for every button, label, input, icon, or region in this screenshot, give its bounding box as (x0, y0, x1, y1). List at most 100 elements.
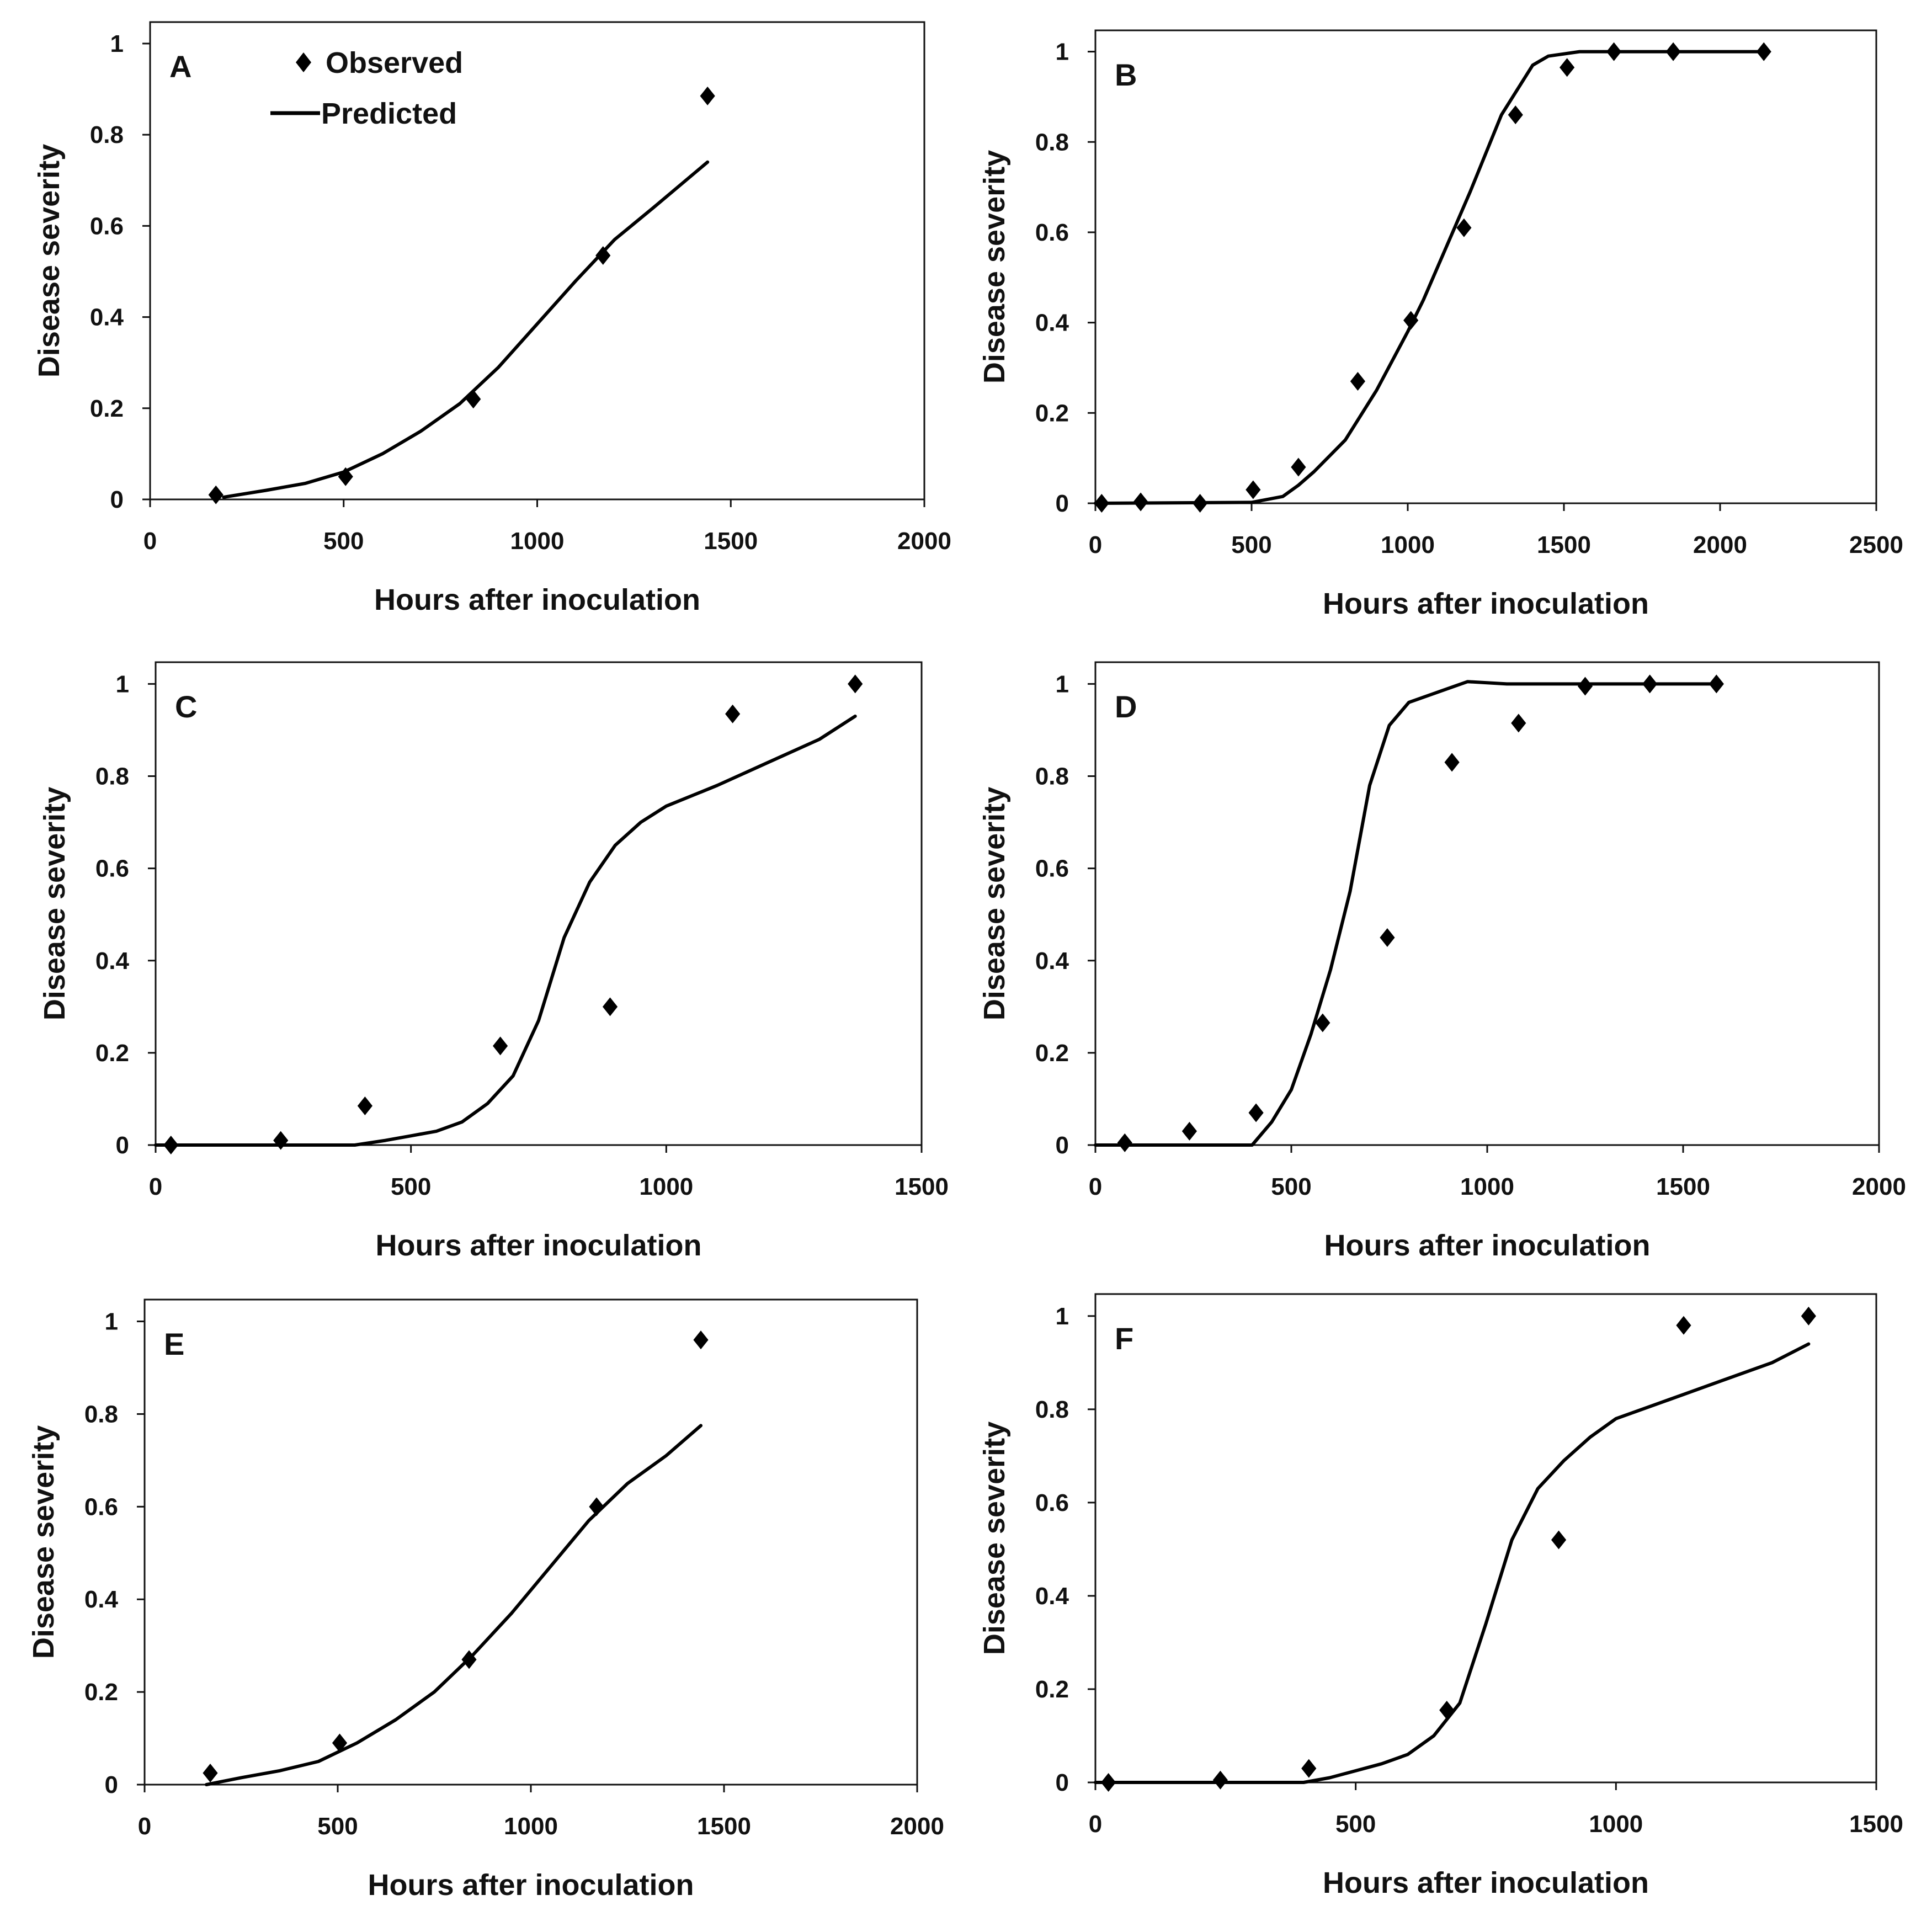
y-tick-label: 0 (105, 1771, 118, 1798)
y-tick-label: 0.6 (95, 855, 129, 882)
y-tick-label: 0.8 (90, 121, 124, 148)
y-tick-label: 0 (1056, 1132, 1069, 1159)
y-tick-label: 1 (110, 30, 124, 57)
observed-point (1350, 372, 1366, 391)
observed-point (1676, 1316, 1691, 1335)
plot-frame (1094, 661, 1880, 1146)
x-tick-label: 2000 (897, 528, 951, 555)
observed-point (1301, 1759, 1317, 1778)
panel-letter: A (169, 49, 191, 84)
y-tick-label: 0.2 (84, 1679, 118, 1706)
observed-point (1606, 42, 1622, 61)
observed-point (1508, 105, 1523, 125)
x-tick-label: 1500 (1537, 531, 1591, 558)
y-tick-label: 0.8 (1035, 1396, 1069, 1423)
observed-point (357, 1096, 372, 1115)
observed-point (1444, 753, 1460, 772)
y-tick-label: 0.6 (1035, 855, 1069, 882)
x-tick-label: 2000 (1852, 1173, 1906, 1200)
y-tick-label: 0.4 (1035, 310, 1069, 337)
x-axis-title: Hours after inoculation (1323, 587, 1649, 620)
observed-point (1380, 928, 1395, 947)
x-tick-label: 500 (1335, 1811, 1376, 1838)
x-tick-label: 0 (1089, 531, 1102, 558)
legend-diamond-icon (296, 52, 311, 72)
predicted-line (1094, 1342, 1811, 1784)
observed-point (273, 1131, 289, 1150)
observed-point (1511, 714, 1526, 733)
x-tick-label: 1500 (1849, 1811, 1903, 1838)
observed-point (602, 997, 618, 1016)
x-axis-title: Hours after inoculation (375, 1229, 701, 1262)
y-tick-label: 0.6 (1035, 219, 1069, 246)
x-tick-label: 500 (1271, 1173, 1311, 1200)
x-tick-label: 2500 (1849, 531, 1903, 558)
observed-point (1439, 1700, 1455, 1720)
x-tick-label: 1000 (504, 1813, 558, 1840)
plot-frame (1094, 29, 1877, 504)
y-tick-label: 0.4 (90, 304, 124, 331)
observed-point (461, 1650, 477, 1669)
panel-letter: B (1115, 57, 1137, 92)
y-tick-label: 0.2 (95, 1040, 129, 1067)
panel-letter: C (175, 689, 197, 724)
x-tick-label: 1000 (1460, 1173, 1514, 1200)
x-tick-label: 1500 (697, 1813, 751, 1840)
observed-point (848, 674, 863, 694)
y-tick-label: 1 (1056, 1303, 1069, 1330)
panel-d: 0 0.2 0.4 0.6 0.8 1 0 500 1000 1500 2000 Hours afte… (978, 661, 1906, 1262)
y-axis-title: Disease severity (978, 150, 1011, 384)
observed-point (1248, 1103, 1264, 1122)
y-tick-label: 0.2 (90, 395, 124, 422)
observed-point (1577, 677, 1593, 696)
x-tick-label: 1000 (639, 1173, 693, 1200)
panel-a: 0 0.2 0.4 0.6 0.8 1 0 500 1000 1500 2000 Hours afte… (33, 21, 951, 616)
predicted-line (205, 1424, 702, 1786)
y-tick-label: 0 (116, 1132, 129, 1159)
x-tick-label: 1000 (1381, 531, 1435, 558)
y-tick-label: 0.4 (1035, 947, 1069, 975)
plot-frame (155, 661, 923, 1146)
x-tick-label: 0 (149, 1173, 162, 1200)
observed-point (1801, 1306, 1816, 1326)
observed-point (1665, 42, 1681, 61)
y-axis-title: Disease severity (33, 144, 66, 377)
y-tick-label: 0.4 (1035, 1583, 1069, 1610)
observed-point (332, 1733, 348, 1753)
x-tick-label: 1500 (895, 1173, 949, 1200)
predicted-line (154, 714, 857, 1147)
predicted-line (1094, 50, 1766, 505)
y-tick-label: 0.2 (1035, 1676, 1069, 1703)
y-tick-label: 1 (1056, 670, 1069, 698)
y-tick-label: 0.4 (95, 947, 130, 975)
predicted-line (222, 160, 710, 499)
observed-point (1315, 1013, 1330, 1032)
observed-point (466, 390, 481, 409)
observed-point (1291, 457, 1306, 477)
observed-point (1181, 1121, 1197, 1141)
observed-point (493, 1036, 508, 1056)
x-tick-label: 500 (391, 1173, 431, 1200)
observed-point (1560, 58, 1575, 77)
observed-point (1246, 480, 1261, 499)
y-tick-label: 0.2 (1035, 400, 1069, 427)
y-tick-label: 0 (110, 486, 124, 513)
y-tick-label: 0.8 (1035, 129, 1069, 156)
x-tick-label: 0 (143, 528, 157, 555)
x-axis-title: Hours after inoculation (368, 1869, 694, 1902)
x-tick-label: 1500 (704, 528, 758, 555)
panel-letter: F (1115, 1321, 1133, 1356)
plot-frame (143, 1298, 918, 1786)
y-tick-label: 0 (1056, 1769, 1069, 1796)
observed-point (1133, 492, 1148, 512)
y-tick-label: 0.8 (1035, 763, 1069, 790)
panel-f: 0 0.2 0.4 0.6 0.8 1 0 500 1000 1500 Hours after in… (978, 1293, 1903, 1899)
x-axis-title: Hours after inoculation (374, 583, 700, 616)
x-tick-label: 0 (1089, 1173, 1102, 1200)
y-tick-label: 0.2 (1035, 1040, 1069, 1067)
observed-point (338, 467, 353, 486)
observed-point (1193, 494, 1208, 513)
y-tick-label: 1 (116, 670, 129, 698)
y-axis-title: Disease severity (38, 787, 71, 1020)
